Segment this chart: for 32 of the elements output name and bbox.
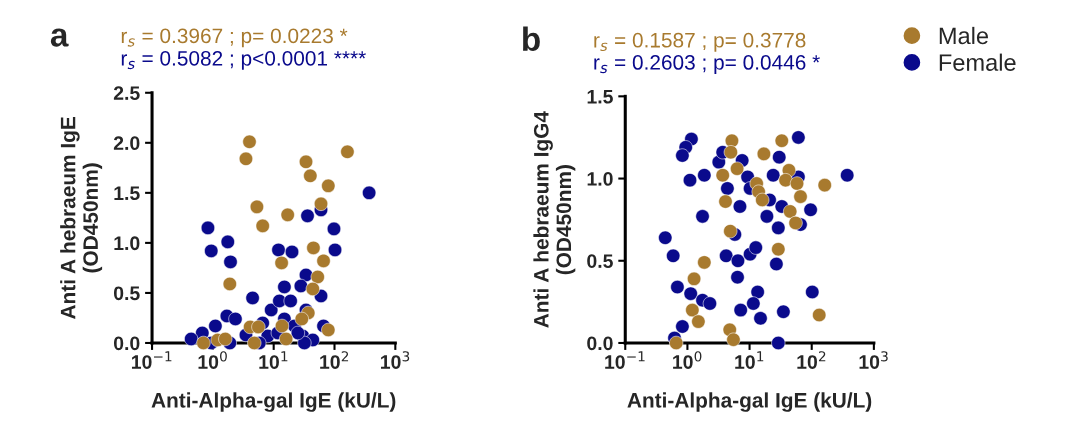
text: r$_{s}$ = 0.5082 ; p<0.0001 **** xyxy=(121,50,366,70)
x-tick-label: 10$^{1}$ xyxy=(259,351,288,369)
y-tick-label: 0.0 xyxy=(587,336,613,351)
chart-title: a xyxy=(50,28,69,47)
y-tick-label: 2.5 xyxy=(113,86,140,100)
x-axis-title: Anti-Alpha-gal IgE (kU/L) xyxy=(627,392,872,412)
y-tick-label: 1.0 xyxy=(587,172,613,186)
y-axis-title: Anti A hebraeum IgG4 (OD450nm) xyxy=(533,111,576,328)
legend-label: Male xyxy=(939,26,988,45)
y-tick-label: 0.0 xyxy=(113,336,140,351)
y-tick-label: 2.0 xyxy=(113,136,140,151)
x-tick-label: 10$^{2}$ xyxy=(797,351,826,369)
y-tick-label: 1.0 xyxy=(114,236,140,251)
chart-title: b xyxy=(523,26,540,52)
x-tick-label: 10$^{3}$ xyxy=(380,351,410,369)
x-tick-label: 10$^{−1}$ xyxy=(605,351,645,369)
x-tick-label: 10$^{0}$ xyxy=(673,351,702,369)
x-axis-title: Anti-Alpha-gal IgE (kU/L) xyxy=(151,392,396,412)
y-tick-label: 1.5 xyxy=(587,90,613,104)
y-axis-title: Anti A hebraeum IgE (OD450nm) xyxy=(60,117,103,320)
x-tick-label: 10$^{1}$ xyxy=(735,351,764,369)
y-tick-label: 0.5 xyxy=(587,254,613,268)
text: r$_{s}$ = 0.3967 ; p= 0.0223 * xyxy=(121,28,348,48)
y-tick-label: 0.5 xyxy=(113,286,140,301)
text: r$_{s}$ = 0.2603 ; p= 0.0446 * xyxy=(594,55,820,74)
x-tick-label: 10$^{3}$ xyxy=(859,351,888,369)
x-tick-label: 10$^{0}$ xyxy=(198,351,227,369)
y-tick-label: 1.5 xyxy=(114,186,140,201)
x-tick-label: 10$^{2}$ xyxy=(320,351,349,369)
text: r$_{s}$ = 0.1587 ; p= 0.3778 xyxy=(594,32,806,52)
legend-label: Female xyxy=(939,53,1016,71)
x-tick-label: 10$^{−1}$ xyxy=(131,351,172,369)
